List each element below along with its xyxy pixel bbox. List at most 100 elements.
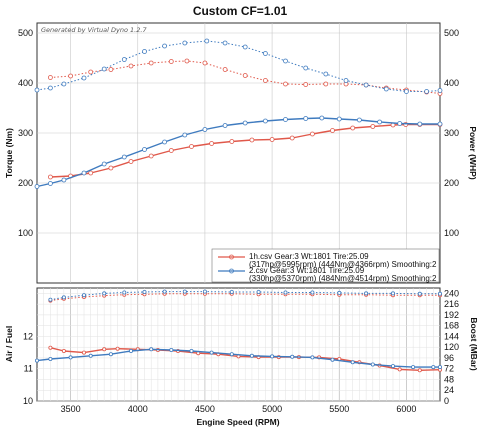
1h-torque-point	[303, 82, 309, 87]
2-air-fuel-point	[431, 365, 436, 370]
torque-tick-label: 500	[18, 28, 33, 38]
2-power-point	[101, 161, 107, 167]
boost-tick-label: 120	[444, 342, 459, 352]
2-torque-point	[383, 86, 389, 92]
2-boost-point	[283, 290, 288, 295]
2-boost-point	[82, 293, 87, 298]
torque-tick-label: 200	[18, 178, 33, 188]
2-torque-point	[262, 51, 268, 56]
2-air-fuel-point	[390, 364, 395, 369]
2-air-fuel-point	[270, 354, 275, 359]
2-power-line	[36, 117, 440, 188]
power-axis-label: Power (WHP)	[468, 126, 478, 180]
2-boost-point	[437, 291, 442, 296]
2-boost-line	[50, 291, 440, 301]
boost-tick-label: 48	[444, 374, 454, 384]
2-torque-point	[222, 40, 228, 46]
legend-run2-marker	[229, 268, 234, 274]
2-air-fuel-point	[310, 355, 315, 360]
1h-torque-point	[168, 59, 174, 64]
power-tick-label: 300	[444, 128, 459, 138]
2-torque-point	[34, 87, 40, 93]
legend-run1-title: 1h.csv Gear:3 Wt:1801 Tire:25.09	[249, 252, 369, 261]
power-tick-label: 100	[444, 228, 459, 238]
power-tick-label: 500	[444, 28, 459, 38]
2-torque-point	[61, 81, 67, 87]
1h-torque-point	[184, 58, 190, 64]
2-air-fuel-point	[290, 354, 295, 359]
2-boost-point	[122, 290, 127, 295]
2-torque-point	[363, 82, 369, 88]
2-torque-point	[101, 66, 107, 72]
1h-torque-point	[323, 81, 329, 87]
1h-power-point	[249, 137, 255, 143]
2-torque-point	[283, 58, 288, 64]
1h-air-fuel-point	[417, 368, 422, 373]
boost-tick-label: 240	[444, 288, 459, 298]
2-boost-point	[102, 291, 107, 296]
2-power-point	[162, 139, 168, 145]
rpm-tick-label: 3500	[61, 404, 81, 414]
boost-tick-label: 0	[444, 396, 449, 406]
torque-tick-label: 300	[18, 128, 33, 138]
2-boost-point	[417, 291, 422, 296]
lower-series	[35, 289, 442, 373]
2-power-point	[262, 118, 268, 124]
1h-power-point	[350, 125, 356, 131]
1h-torque-point	[48, 75, 53, 80]
1h-torque-point	[242, 73, 248, 78]
2-air-fuel-point	[437, 365, 442, 370]
2-air-fuel-point	[249, 353, 254, 358]
2-air-fuel-point	[189, 348, 194, 353]
1h-torque-point	[202, 60, 208, 66]
1h-torque-point	[148, 60, 154, 66]
2-boost-point	[390, 291, 395, 296]
legend-run1-marker	[229, 254, 234, 260]
2-power-point	[319, 115, 325, 121]
2-air-fuel-point	[48, 356, 53, 361]
rpm-tick-label: 6000	[396, 404, 416, 414]
2-torque-point	[162, 43, 168, 49]
1h-power-point	[128, 159, 134, 164]
2-power-point	[34, 184, 40, 189]
2-boost-point	[142, 289, 147, 294]
1h-torque-point	[88, 69, 94, 75]
upper-series	[34, 38, 443, 189]
torque-axis-label: Torque (Nm)	[4, 128, 14, 178]
1h-air-fuel-point	[82, 350, 87, 355]
2-power-point	[356, 117, 362, 123]
2-air-fuel-point	[209, 350, 214, 355]
2-boost-point	[182, 289, 187, 294]
2-air-fuel-point	[128, 348, 133, 353]
1h-power-point	[189, 144, 194, 149]
air-fuel-axis-label: Air / Fuel	[4, 326, 14, 362]
legend-box	[211, 248, 440, 283]
2-torque-point	[81, 75, 87, 81]
2-power-point	[121, 154, 127, 160]
2-air-fuel-point	[108, 352, 113, 357]
2-air-fuel-point	[149, 347, 154, 352]
2-power-point	[397, 121, 403, 126]
2-torque-point	[303, 65, 309, 71]
2-boost-point	[310, 290, 315, 295]
upper-tick-labels: 100 200 300 400 500 100 200 300 400 500	[18, 28, 459, 238]
2-air-fuel-point	[330, 357, 335, 362]
2-air-fuel-point	[35, 358, 40, 363]
2-power-point	[377, 119, 383, 125]
air-fuel-tick-label: 11	[24, 364, 33, 374]
1h-power-point	[330, 128, 335, 133]
rpm-tick-label: 4000	[128, 404, 148, 414]
2-air-fuel-line	[36, 348, 440, 368]
1h-boost-line	[50, 293, 440, 302]
1h-power-point	[148, 153, 154, 159]
1h-power-point	[48, 174, 53, 180]
1h-power-point	[88, 170, 94, 176]
2-power-point	[81, 170, 87, 176]
power-tick-label: 400	[444, 78, 459, 88]
boost-tick-label: 216	[444, 299, 459, 309]
2-torque-point	[242, 44, 248, 50]
air-fuel-tick-label: 12	[23, 331, 33, 341]
air-fuel-tick-label: 10	[23, 396, 33, 406]
